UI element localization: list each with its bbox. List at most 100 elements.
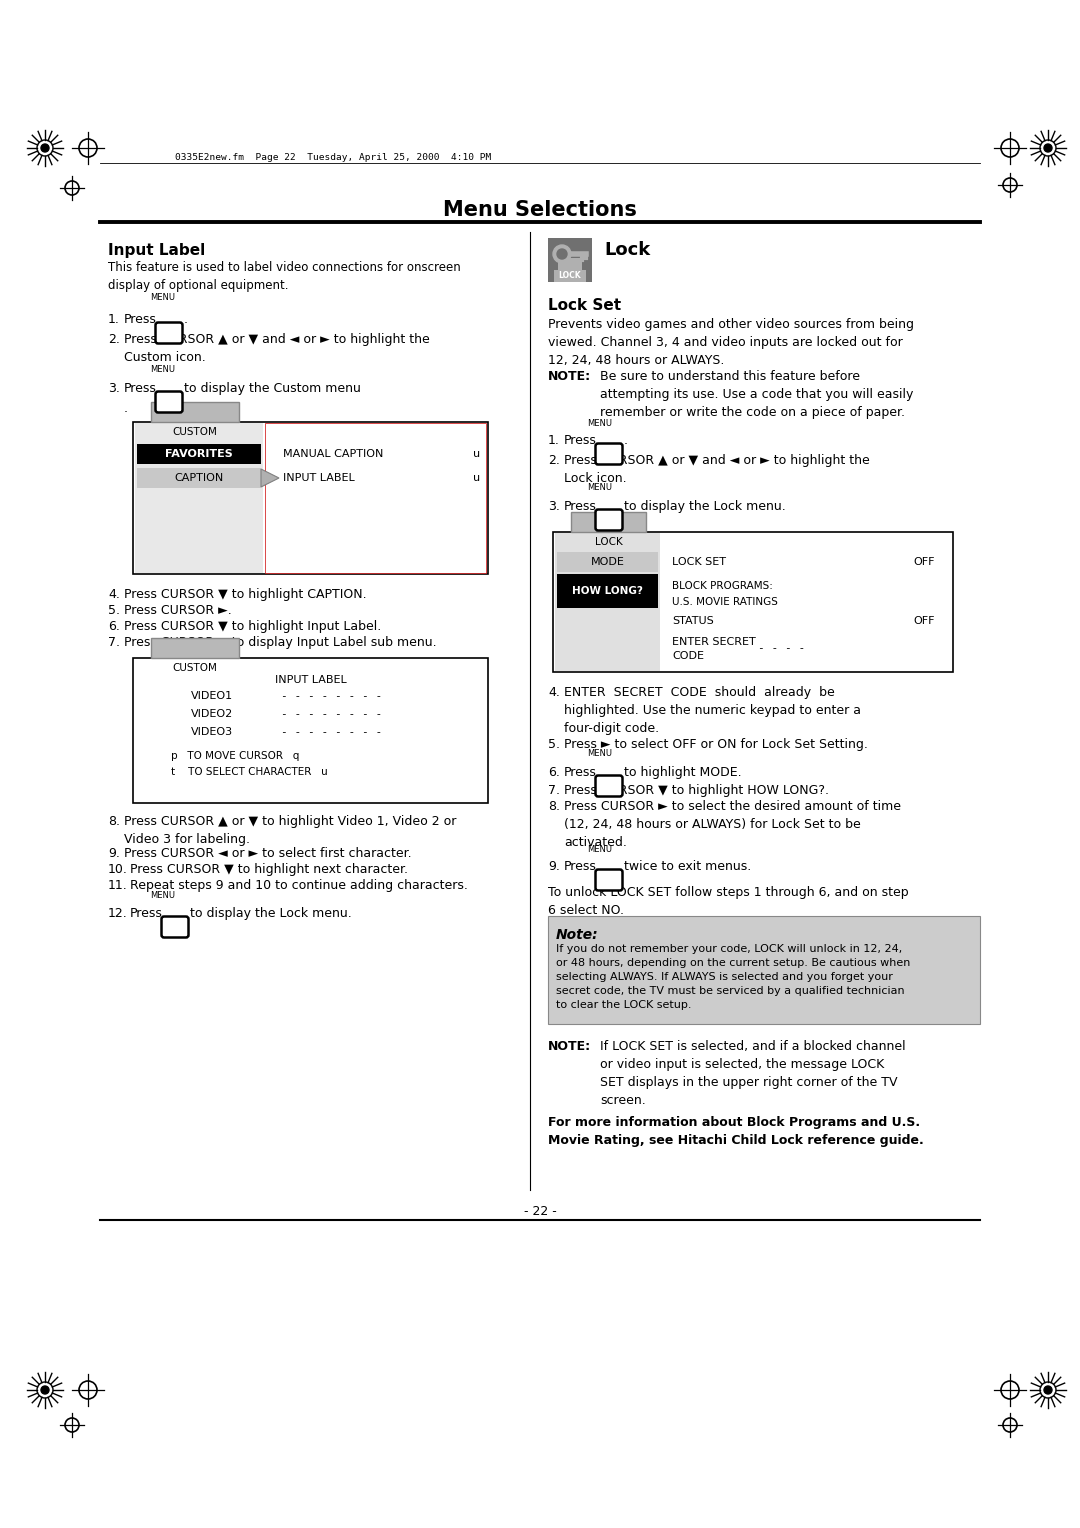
Text: 1.: 1. — [548, 434, 559, 448]
Bar — [137, 445, 261, 465]
Polygon shape — [261, 469, 279, 487]
Text: Press: Press — [124, 382, 157, 396]
Text: Menu Selections: Menu Selections — [443, 200, 637, 220]
Text: MENU: MENU — [150, 293, 175, 303]
Text: INPUT LABEL: INPUT LABEL — [274, 675, 347, 685]
Text: VIDEO3: VIDEO3 — [191, 727, 233, 736]
Bar — [135, 423, 264, 573]
Text: to display the Lock menu.: to display the Lock menu. — [624, 500, 786, 513]
Text: u: u — [473, 474, 481, 483]
Text: 4.: 4. — [548, 686, 559, 698]
Text: 11.: 11. — [108, 879, 127, 892]
Text: 5.: 5. — [108, 604, 120, 617]
Text: Press CURSOR ▼ to highlight Input Label.: Press CURSOR ▼ to highlight Input Label. — [124, 620, 381, 633]
Text: 0335E2new.fm  Page 22  Tuesday, April 25, 2000  4:10 PM: 0335E2new.fm Page 22 Tuesday, April 25, … — [175, 153, 491, 162]
FancyBboxPatch shape — [595, 443, 622, 465]
Text: 8.: 8. — [548, 801, 561, 813]
Text: to display the Lock menu.: to display the Lock menu. — [190, 908, 352, 920]
Text: Press CURSOR ▲ or ▼ and ◄ or ► to highlight the
Lock icon.: Press CURSOR ▲ or ▼ and ◄ or ► to highli… — [564, 454, 869, 484]
Text: 7.: 7. — [108, 636, 120, 649]
Text: ENTER  SECRET  CODE  should  already  be
highlighted. Use the numeric keypad to : ENTER SECRET CODE should already be high… — [564, 686, 861, 735]
Text: MENU: MENU — [588, 750, 612, 758]
Bar — [151, 639, 239, 659]
Text: Press CURSOR ◄ or ► to select first character.: Press CURSOR ◄ or ► to select first char… — [124, 847, 411, 860]
Text: Press CURSOR ▲ or ▼ to highlight Video 1, Video 2 or
Video 3 for labeling.: Press CURSOR ▲ or ▼ to highlight Video 1… — [124, 814, 457, 847]
Text: Press CURSOR ▲ or ▼ and ◄ or ► to highlight the
Custom icon.: Press CURSOR ▲ or ▼ and ◄ or ► to highli… — [124, 333, 430, 364]
Text: For more information about Block Programs and U.S.
Movie Rating, see Hitachi Chi: For more information about Block Program… — [548, 1115, 923, 1148]
Text: 3.: 3. — [548, 500, 559, 513]
Text: ENTER SECRET: ENTER SECRET — [672, 637, 756, 646]
Text: Press: Press — [130, 908, 163, 920]
Bar — [554, 270, 586, 283]
Text: 4.: 4. — [108, 588, 120, 601]
Text: INPUT LABEL: INPUT LABEL — [283, 474, 354, 483]
Circle shape — [1044, 144, 1052, 151]
Text: 7.: 7. — [548, 784, 561, 798]
Text: STATUS: STATUS — [672, 616, 714, 626]
Text: 9.: 9. — [108, 847, 120, 860]
Text: - - - - - - - -: - - - - - - - - — [281, 727, 382, 736]
Text: MENU: MENU — [588, 483, 612, 492]
Bar — [137, 468, 261, 487]
Circle shape — [553, 244, 571, 263]
Text: VIDEO1: VIDEO1 — [191, 691, 233, 701]
Text: Note:: Note: — [556, 927, 598, 941]
Text: LOCK: LOCK — [558, 272, 581, 281]
Text: Input Label: Input Label — [108, 243, 205, 258]
Text: - - - -: - - - - — [758, 643, 806, 652]
Text: NOTE:: NOTE: — [548, 1041, 591, 1053]
Bar — [557, 575, 658, 608]
Text: CODE: CODE — [672, 651, 704, 662]
Circle shape — [41, 1386, 49, 1394]
Text: Press: Press — [564, 434, 597, 448]
Text: If you do not remember your code, LOCK will unlock in 12, 24,
or 48 hours, depen: If you do not remember your code, LOCK w… — [556, 944, 910, 1010]
Text: Lock Set: Lock Set — [548, 298, 621, 313]
Text: Press CURSOR ▼ to highlight HOW LONG?.: Press CURSOR ▼ to highlight HOW LONG?. — [564, 784, 829, 798]
Text: - - - - - - - -: - - - - - - - - — [281, 691, 382, 701]
FancyBboxPatch shape — [156, 322, 183, 344]
Text: 6.: 6. — [548, 766, 559, 779]
Text: OFF: OFF — [913, 616, 934, 626]
Text: CUSTOM: CUSTOM — [173, 426, 217, 437]
FancyBboxPatch shape — [162, 917, 189, 938]
Text: Lock: Lock — [604, 241, 650, 260]
Bar — [133, 659, 488, 804]
Text: to highlight MODE.: to highlight MODE. — [624, 766, 742, 779]
FancyBboxPatch shape — [595, 869, 622, 891]
Text: Press CURSOR ► to display Input Label sub menu.: Press CURSOR ► to display Input Label su… — [124, 636, 436, 649]
Text: If LOCK SET is selected, and if a blocked channel
or video input is selected, th: If LOCK SET is selected, and if a blocke… — [600, 1041, 906, 1106]
Text: Press: Press — [564, 766, 597, 779]
Text: 9.: 9. — [548, 860, 559, 872]
Text: - - - - - - - -: - - - - - - - - — [281, 709, 382, 720]
Bar — [571, 512, 646, 532]
Text: LOCK SET: LOCK SET — [672, 558, 726, 567]
Text: Press: Press — [124, 313, 157, 325]
Text: 6.: 6. — [108, 620, 120, 633]
Text: u: u — [473, 449, 481, 458]
Text: to display the Custom menu: to display the Custom menu — [184, 382, 361, 396]
Text: .: . — [124, 402, 129, 416]
Text: MENU: MENU — [150, 365, 175, 374]
Text: .: . — [624, 434, 627, 448]
Text: .: . — [184, 313, 188, 325]
Text: Repeat steps 9 and 10 to continue adding characters.: Repeat steps 9 and 10 to continue adding… — [130, 879, 468, 892]
Text: MENU: MENU — [588, 845, 612, 854]
Text: 8.: 8. — [108, 814, 120, 828]
Text: Press ► to select OFF or ON for Lock Set Setting.: Press ► to select OFF or ON for Lock Set… — [564, 738, 868, 750]
Text: BLOCK PROGRAMS:: BLOCK PROGRAMS: — [672, 581, 773, 591]
Text: MANUAL CAPTION: MANUAL CAPTION — [283, 449, 383, 458]
Text: 12.: 12. — [108, 908, 127, 920]
FancyBboxPatch shape — [156, 391, 183, 413]
Text: t    TO SELECT CHARACTER   u: t TO SELECT CHARACTER u — [171, 767, 327, 778]
Text: CAPTION: CAPTION — [174, 474, 224, 483]
Text: Prevents video games and other video sources from being
viewed. Channel 3, 4 and: Prevents video games and other video sou… — [548, 318, 914, 367]
Bar — [151, 402, 239, 422]
Text: Press: Press — [564, 500, 597, 513]
Bar — [557, 552, 658, 571]
Text: 5.: 5. — [548, 738, 561, 750]
Text: MODE: MODE — [591, 558, 624, 567]
Bar — [558, 258, 582, 270]
Circle shape — [41, 144, 49, 151]
Text: NOTE:: NOTE: — [548, 370, 591, 384]
Text: p   TO MOVE CURSOR   q: p TO MOVE CURSOR q — [171, 750, 299, 761]
